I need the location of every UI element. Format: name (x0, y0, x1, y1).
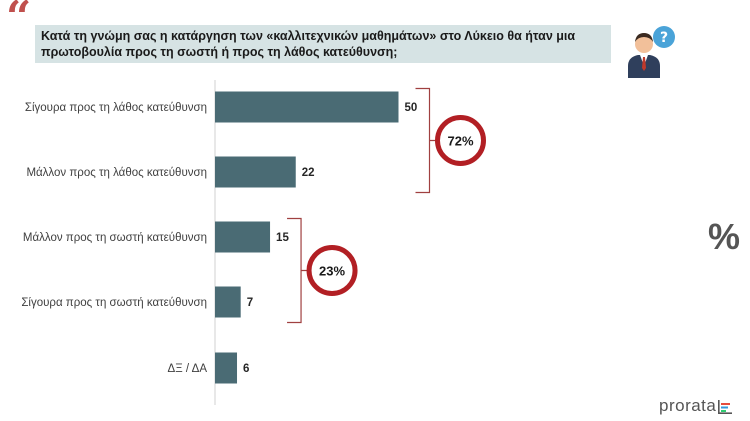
brand-logo-text: prorata (659, 396, 717, 415)
group-bracket (415, 87, 438, 194)
svg-text:?: ? (660, 30, 668, 46)
bar (215, 156, 296, 188)
prorata-logo-icon (718, 400, 732, 414)
question-text: Κατά τη γνώμη σας η κατάργηση των «καλλι… (41, 29, 576, 59)
value-label: 50 (405, 102, 418, 114)
quote-mark: “ (6, 0, 32, 43)
value-label: 6 (243, 363, 249, 375)
group-total-label: 72% (447, 134, 473, 149)
percent-sign: % (708, 216, 741, 257)
category-label: ΔΞ / ΔΑ (168, 363, 208, 375)
group-bracket (287, 217, 310, 324)
group-total-circle (435, 115, 486, 166)
value-label: 7 (247, 297, 253, 309)
bar (215, 221, 271, 253)
question-box: Κατά τη γνώμη σας η κατάργηση των «καλλι… (35, 25, 611, 63)
category-label: Μάλλον προς τη σωστή κατεύθυνση (23, 232, 207, 244)
value-label: 15 (276, 232, 289, 244)
value-label: 22 (302, 167, 315, 179)
category-label: Μάλλον προς τη λάθος κατεύθυνση (26, 167, 207, 179)
category-label: Σίγουρα προς τη σωστή κατεύθυνση (21, 297, 207, 309)
bar (215, 286, 241, 318)
bar (215, 91, 399, 123)
group-total-circle (306, 245, 358, 296)
category-label: Σίγουρα προς τη λάθος κατεύθυνση (25, 102, 207, 114)
bar (215, 352, 238, 384)
group-total-label: 23% (319, 264, 345, 279)
chart: Σίγουρα προς τη λάθος κατεύθυνση 50 Μάλλον… (21, 80, 486, 405)
person-with-question-icon: ? (628, 26, 675, 78)
